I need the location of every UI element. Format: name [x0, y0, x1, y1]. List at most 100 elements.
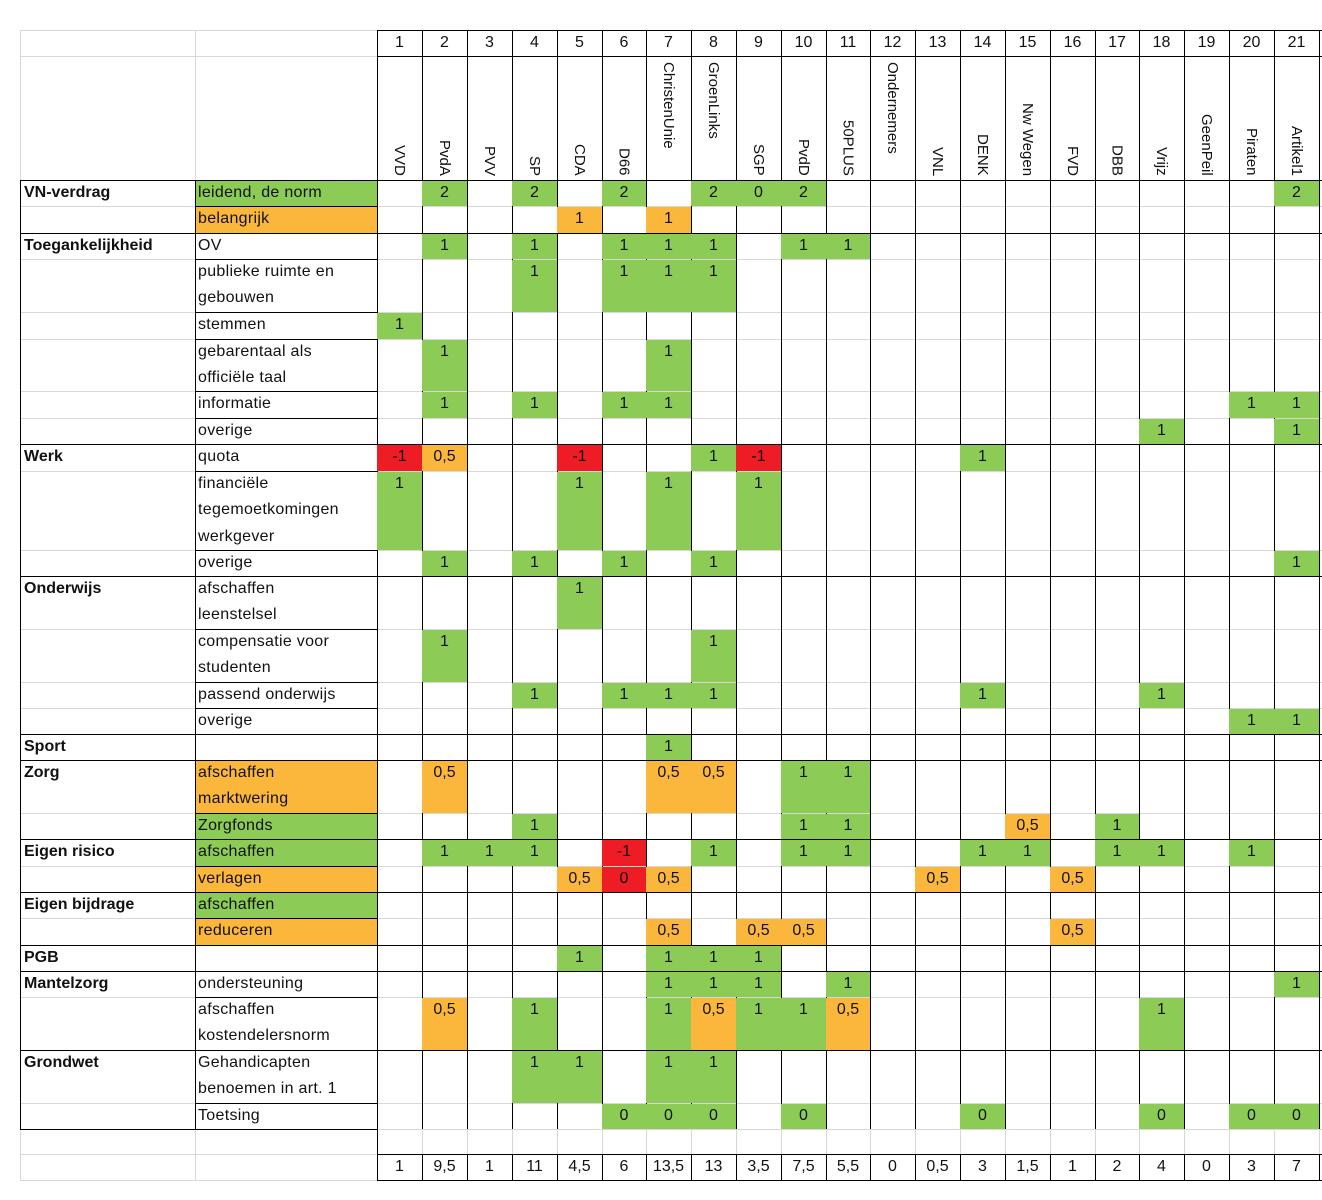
label-fill [196, 761, 377, 813]
total-value: 7 [1292, 1158, 1301, 1175]
item-label: afschaffen [198, 843, 275, 860]
value-fill [602, 181, 646, 206]
value-cell: 1 [575, 210, 584, 227]
total-value: 0 [888, 1158, 897, 1175]
value-cell: 0,5 [792, 922, 815, 939]
value-fill [602, 392, 646, 418]
party-name: GeenPeil [1184, 56, 1229, 180]
value-fill [422, 392, 467, 418]
value-fill [422, 840, 467, 866]
party-label: FVD [1064, 146, 1081, 176]
value-cell: 1 [1247, 843, 1256, 860]
label-fill [196, 181, 377, 206]
item-label: ondersteuning [198, 975, 304, 992]
column-number: 15 [1018, 34, 1037, 51]
label-fill [196, 814, 377, 839]
party-label: PvdD [795, 139, 812, 176]
value-cell: 1 [530, 843, 539, 860]
value-fill [602, 683, 646, 708]
column-number: 4 [530, 34, 539, 51]
value-cell: 1 [440, 237, 449, 254]
category-label: Eigen risico [24, 843, 115, 860]
column-number: 6 [619, 34, 629, 51]
item-label: Zorgfonds [198, 817, 273, 834]
value-cell: 1 [709, 843, 718, 860]
value-cell: 1 [709, 633, 718, 650]
value-cell: 0 [1157, 1107, 1166, 1124]
value-fill [467, 840, 512, 866]
value-cell: 1 [664, 263, 673, 280]
value-fill [602, 260, 646, 312]
value-cell: -1 [392, 448, 407, 465]
value-fill [1050, 919, 1095, 945]
value-cell: 1 [395, 316, 404, 333]
party-label: GeenPeil [1198, 114, 1215, 176]
value-cell: 0 [799, 1107, 808, 1124]
value-fill [781, 998, 826, 1050]
value-cell: 0,5 [702, 764, 725, 781]
value-cell: -1 [616, 843, 632, 860]
value-fill [646, 340, 691, 391]
value-fill [602, 840, 646, 866]
item-label: leidend, de norm [198, 184, 322, 201]
value-fill [512, 1051, 557, 1103]
value-cell: 0,5 [1061, 922, 1084, 939]
value-cell: 1 [978, 448, 987, 465]
party-label: VVD [391, 145, 408, 176]
label-fill [196, 867, 377, 892]
value-fill [691, 551, 736, 576]
item-label: informatie [198, 395, 272, 412]
item-label: compensatie voor studenten [198, 633, 330, 677]
value-cell: 1 [799, 817, 808, 834]
value-fill [646, 207, 691, 233]
value-cell: 1 [754, 475, 763, 492]
value-cell: 1 [1247, 712, 1256, 729]
value-cell: 1 [709, 237, 718, 254]
total-value: 1,5 [1016, 1158, 1039, 1175]
party-name: ChristenUnie [646, 56, 691, 180]
value-cell: 1 [1157, 1001, 1166, 1018]
value-cell: 0 [1247, 1107, 1256, 1124]
party-name: GroenLinks [691, 56, 736, 180]
value-fill [557, 472, 602, 550]
value-cell: 1 [575, 1054, 584, 1071]
column-number: 5 [575, 34, 584, 51]
column-number: 11 [839, 34, 857, 51]
value-fill [736, 919, 781, 945]
value-cell: 0,5 [657, 764, 680, 781]
party-label: Artikel1 [1288, 125, 1305, 176]
item-label: afschaffen leenstelsel [198, 580, 277, 624]
party-label: Ondernemers [884, 62, 901, 154]
value-fill [646, 735, 691, 760]
item-label: OV [198, 237, 222, 254]
value-cell: 1 [709, 1054, 718, 1071]
column-number: 10 [794, 34, 813, 51]
value-fill [691, 972, 736, 997]
value-cell: 1 [1292, 554, 1301, 571]
total-value: 3 [1247, 1158, 1256, 1175]
value-fill [512, 181, 557, 206]
value-fill [602, 551, 646, 576]
value-cell: 2 [799, 184, 808, 201]
value-cell: 0 [754, 184, 763, 201]
value-cell: 1 [664, 1001, 673, 1018]
value-cell: 1 [1157, 422, 1166, 439]
value-fill [1274, 551, 1319, 576]
value-cell: 1 [754, 975, 763, 992]
item-label: overige [198, 422, 253, 439]
value-fill [646, 919, 691, 945]
value-cell: 1 [530, 1001, 539, 1018]
value-cell: 1 [709, 263, 718, 280]
value-cell: 2 [530, 184, 539, 201]
value-fill [646, 234, 691, 259]
value-fill [736, 472, 781, 550]
value-cell: 1 [978, 843, 987, 860]
value-cell: 1 [1157, 843, 1166, 860]
value-fill [691, 683, 736, 708]
party-label: PVV [481, 145, 498, 176]
total-value: 13 [704, 1158, 723, 1175]
value-cell: 0 [1292, 1107, 1301, 1124]
party-name: DBB [1095, 56, 1139, 180]
party-label: Piraten [1243, 128, 1260, 176]
category-label: Grondwet [24, 1054, 99, 1071]
